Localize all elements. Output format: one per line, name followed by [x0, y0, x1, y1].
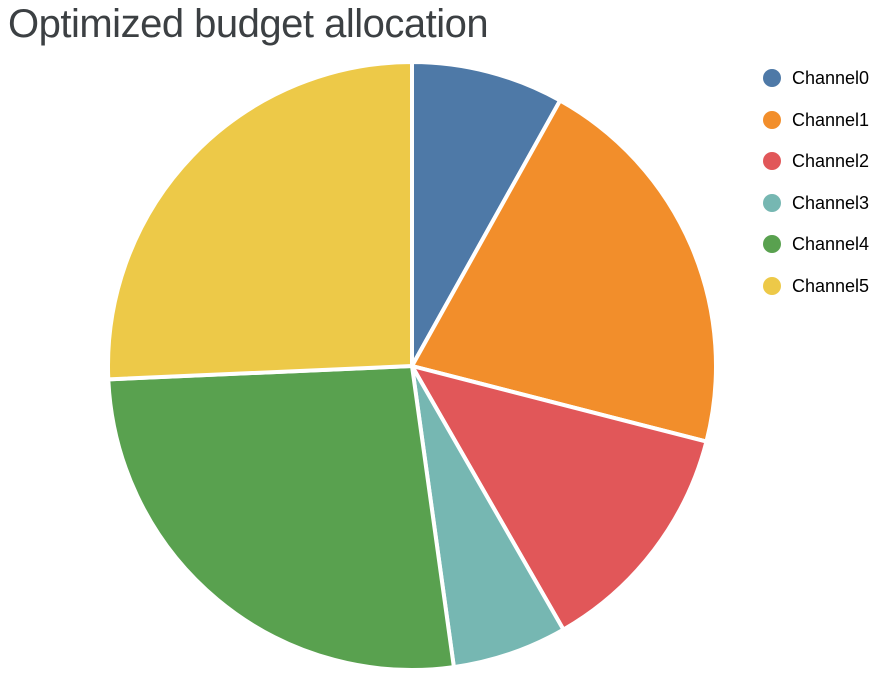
legend-marker-circle-icon — [763, 235, 781, 253]
legend-label: Channel5 — [792, 275, 870, 296]
legend-label: Channel3 — [792, 192, 870, 213]
legend-item-channel2[interactable]: Channel2 — [763, 152, 869, 170]
legend-marker-circle-icon — [763, 276, 781, 295]
pie-slice-channel2[interactable] — [410, 364, 709, 632]
chart-title: Optimized budget allocation — [8, 2, 489, 46]
legend-marker-circle-icon — [763, 193, 781, 212]
legend-label: Channel2 — [792, 151, 870, 171]
legend-item-channel0[interactable]: Channel0 — [763, 69, 869, 87]
legend-marker-circle-icon — [763, 69, 781, 87]
legend: Channel0 Channel1 Channel2 Channel3 Channel4… — [763, 69, 869, 295]
legend-item-channel1[interactable]: Channel1 — [763, 109, 870, 130]
legend-item-channel5[interactable]: Channel5 — [763, 275, 870, 296]
legend-label: Channel4 — [792, 234, 870, 254]
legend-marker-circle-icon — [763, 110, 781, 129]
pie-slice-channel5[interactable] — [105, 60, 414, 382]
pie-slice-channel4[interactable] — [106, 364, 456, 672]
pie-slice-channel0[interactable] — [410, 60, 563, 368]
pie-slice-channel1[interactable] — [410, 98, 718, 444]
legend-item-channel3[interactable]: Channel3 — [763, 192, 870, 213]
legend-item-channel4[interactable]: Channel4 — [763, 235, 869, 253]
legend-marker-circle-icon — [763, 152, 781, 170]
legend-label: Channel0 — [792, 68, 870, 88]
pie-slice-channel3[interactable] — [410, 364, 566, 670]
legend-label: Channel1 — [792, 109, 870, 130]
